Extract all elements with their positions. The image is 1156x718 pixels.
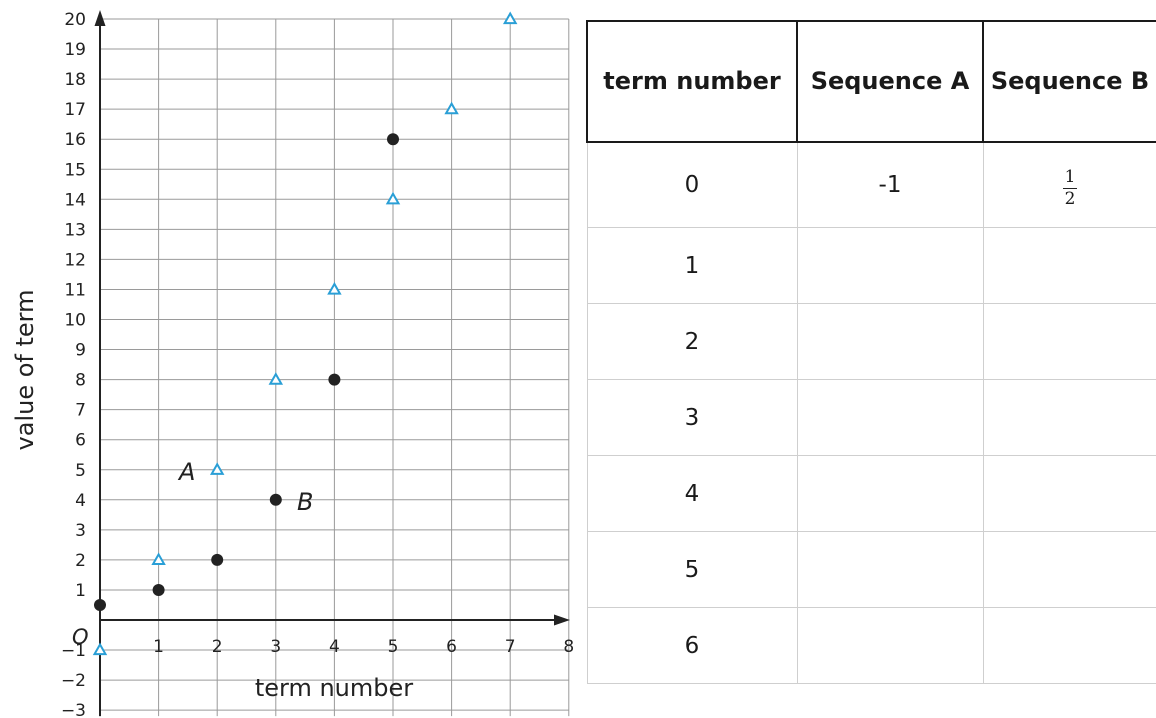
x-tick-label: 6 [446,637,457,657]
series-a-point [92,642,108,656]
series-a-point [209,462,225,475]
y-tick-label: 4 [75,491,86,511]
y-tick-label: 2 [75,551,86,571]
y-tick-label: 7 [75,401,86,421]
y-tick-label: 16 [64,130,86,150]
x-tick-label: 3 [270,637,281,657]
y-tick-label: 9 [75,341,86,361]
header-sequence-a: Sequence A [796,20,984,143]
table-row: 4 [586,455,1156,532]
sequence-a-cell[interactable] [796,455,984,532]
sequence-a-cell[interactable] [796,379,984,456]
term-cell: 2 [586,303,798,380]
sequence-b-cell[interactable] [982,379,1156,456]
series-b-point [387,133,399,146]
data-marks [92,11,518,656]
y-tick-label: −1 [61,641,86,661]
x-axis-arrow [554,614,570,626]
sequence-b-cell[interactable] [982,607,1156,684]
x-tick-label: 1 [153,637,164,657]
sequence-table-container: term number Sequence A Sequence B 0 -1 1… [586,20,1156,684]
x-tick-label: 2 [212,637,223,657]
table-row: 5 [586,531,1156,608]
y-tick-label: 10 [64,311,86,331]
term-cell: 0 [586,141,798,228]
fraction: 1 2 [1062,167,1078,209]
sequence-b-cell: 1 2 [982,141,1156,228]
grid-lines [99,18,570,717]
term-cell: 3 [586,379,798,456]
y-tick-label: 14 [64,190,86,210]
table-row: 2 [586,303,1156,380]
series-a-point [151,552,166,566]
y-tick-label: 19 [64,40,86,60]
table-header-row: term number Sequence A Sequence B [586,20,1156,143]
axes [94,10,570,717]
series-a-point [268,372,284,385]
y-tick-label: 5 [75,461,86,481]
sequence-table: term number Sequence A Sequence B 0 -1 1… [586,20,1156,684]
x-tick-label: 5 [388,637,399,657]
y-tick-label: 6 [75,431,86,451]
y-tick-label: 18 [64,70,86,90]
series-a-point [444,101,459,115]
sequence-a-cell: -1 [796,141,984,228]
y-tick-label: 3 [75,521,86,541]
sequence-b-cell[interactable] [982,227,1156,304]
y-tick-label: 12 [64,250,86,270]
y-tick-label: 8 [75,371,86,391]
series-b-point [152,583,165,596]
x-tick-label: 7 [505,637,516,657]
sequence-a-cell[interactable] [796,227,984,304]
term-cell: 5 [586,531,798,608]
y-tick-label: 15 [64,160,86,180]
series-b-point [328,373,341,386]
series-a-label: A [177,458,195,486]
y-axis-title: value of term [11,290,39,451]
header-sequence-b: Sequence B [982,20,1156,143]
sequence-a-cell[interactable] [796,531,984,608]
x-tick-label: 4 [329,637,340,657]
sequence-b-cell[interactable] [982,531,1156,608]
series-b-point [211,553,224,566]
term-cell: 1 [586,227,798,304]
series-a-point [385,191,401,205]
fraction-numerator: 1 [1062,167,1078,189]
series-a-point [502,11,518,25]
series-a-point [327,281,342,295]
series-b-point [269,493,282,506]
origin-label: O [72,625,89,649]
term-cell: 4 [586,455,798,532]
x-tick-label: 8 [563,637,574,657]
y-tick-label: 13 [64,220,86,240]
y-tick-label: −2 [61,671,86,691]
series-b-label: B [297,488,313,516]
series-b-point [94,598,106,611]
y-axis-arrow [94,10,106,26]
y-tick-label: 17 [64,100,86,120]
sequence-a-cell[interactable] [796,607,984,684]
header-term-number: term number [586,20,798,143]
table-row: 3 [586,379,1156,456]
y-tick-label: 1 [75,581,86,601]
sequence-a-cell[interactable] [796,303,984,380]
term-cell: 6 [586,607,798,684]
x-axis-title: term number [255,674,413,702]
y-tick-label: 11 [64,280,86,300]
table-row: 1 [586,227,1156,304]
table-row: 6 [586,607,1156,684]
table-row: 0 -1 1 2 [586,141,1156,228]
sequence-b-cell[interactable] [982,303,1156,380]
fraction-denominator: 2 [1064,189,1076,209]
y-tick-label: −3 [61,701,86,718]
sequence-b-cell[interactable] [982,455,1156,532]
y-tick-label: 20 [64,10,86,30]
